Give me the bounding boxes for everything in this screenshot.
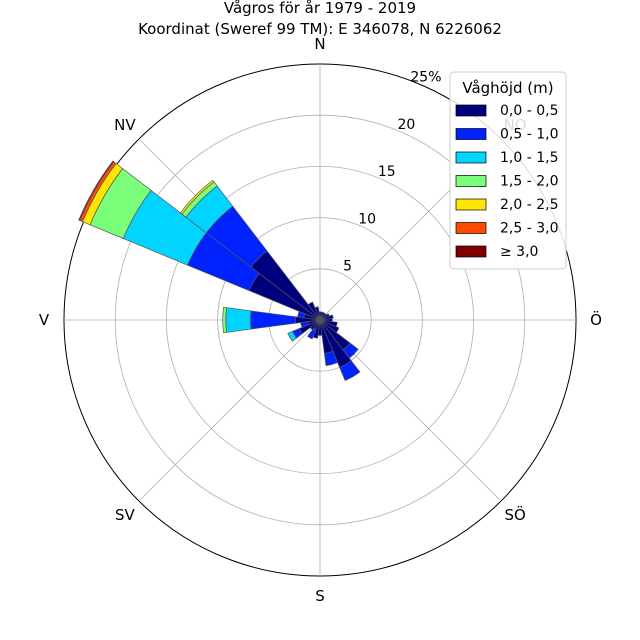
legend-swatch — [455, 104, 487, 117]
radial-tick-label: 5 — [343, 259, 352, 275]
radial-tick-label: 20 — [397, 117, 415, 133]
legend-entry: 1,0 - 1,5 — [500, 150, 558, 166]
direction-label: SV — [115, 506, 136, 524]
radial-tick-label: 15 — [378, 164, 396, 180]
sector-bar-segment — [78, 160, 115, 221]
sector-bar-segment — [339, 360, 361, 382]
radial-tick-label: 25% — [410, 69, 441, 85]
sector-bar-segment — [225, 307, 252, 333]
sector-bar-segment — [287, 330, 297, 342]
sector-bar-segment — [250, 310, 297, 330]
legend-entry: 0,5 - 1,0 — [500, 127, 558, 143]
legend-swatch — [455, 245, 487, 258]
direction-label: N — [314, 35, 325, 53]
radial-tick-label: 10 — [358, 211, 376, 227]
legend-swatch — [455, 175, 487, 187]
sector-bar-segment — [324, 350, 339, 367]
legend-entry: 2,0 - 2,5 — [500, 197, 558, 213]
legend-entry: ≥ 3,0 — [500, 244, 538, 260]
legend-swatch — [455, 128, 487, 140]
legend-swatch — [455, 198, 487, 211]
sector-bar-segment — [222, 306, 227, 334]
legend-box — [449, 71, 567, 270]
legend-entry: 0,0 - 0,5 — [500, 103, 558, 119]
sector-bar-segment — [307, 327, 317, 340]
legend-swatch — [455, 151, 487, 164]
chart-subtitle: Koordinat (Sweref 99 TM): E 346078, N 62… — [138, 20, 502, 38]
direction-label: NV — [114, 116, 136, 134]
sector-bars — [78, 160, 361, 382]
direction-label: V — [39, 311, 50, 329]
legend-title: Våghöjd (m) — [462, 79, 553, 97]
sector-bar-segment — [314, 306, 321, 321]
legend-entry: 2,5 - 3,0 — [500, 221, 558, 237]
chart-title: Vågros för år 1979 - 2019 — [224, 0, 416, 17]
direction-label: Ö — [590, 310, 602, 329]
direction-label: SÖ — [504, 505, 525, 524]
sector-bar-segment — [179, 179, 215, 215]
grid-spoke — [138, 319, 321, 502]
direction-label: S — [315, 587, 325, 605]
legend-entry: 1,5 - 2,0 — [500, 174, 558, 190]
legend: Våghöjd (m) 0,0 - 0,5 0,5 - 1,0 1,0 - 1,5 1,… — [449, 71, 567, 270]
sector-bar-segment — [307, 301, 321, 321]
sector-bar-segment — [319, 314, 334, 321]
legend-swatch — [455, 222, 487, 234]
